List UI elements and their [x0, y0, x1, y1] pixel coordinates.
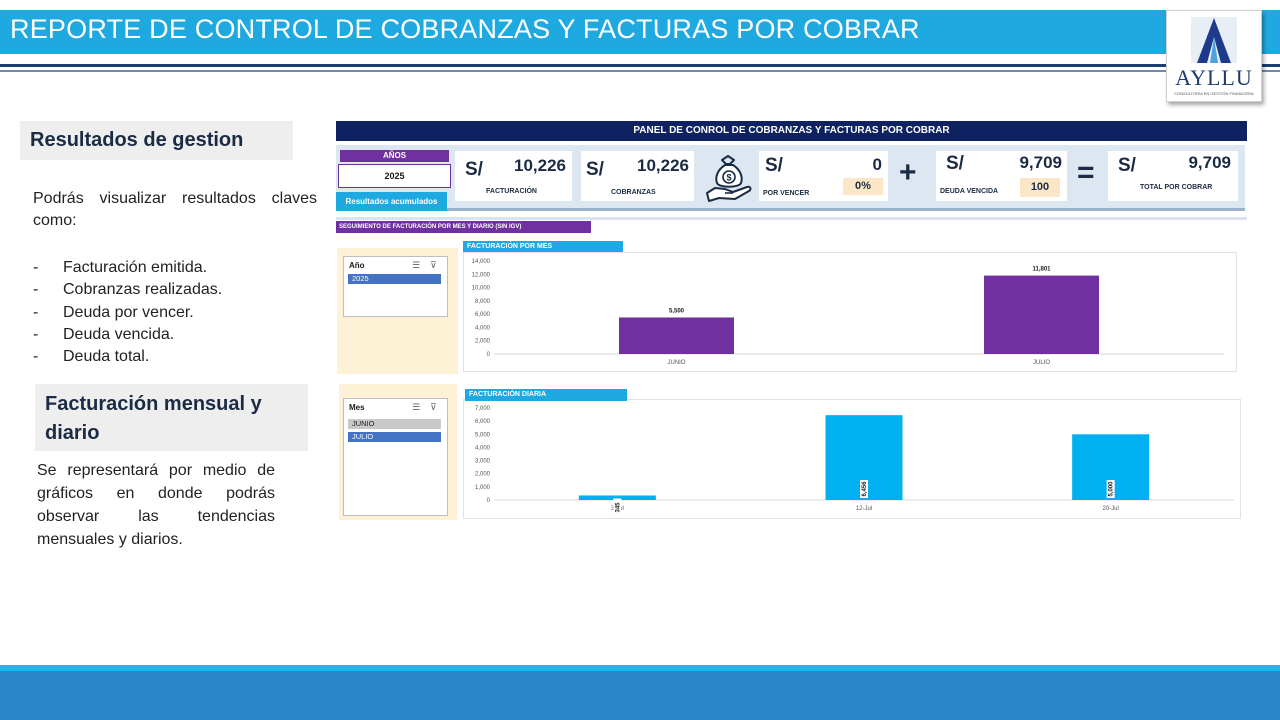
y-tick-label: 10,000 [472, 286, 491, 292]
kpi-overdue-value: 9,709 [1019, 153, 1062, 172]
x-tick-label: 12-Jul [856, 506, 872, 512]
kpi-total-value: 9,709 [1188, 153, 1231, 172]
kpi-not-due-badge: 0% [843, 178, 883, 195]
y-tick-label: 1,000 [475, 485, 491, 491]
x-tick-label: JULIO [1033, 360, 1050, 366]
data-label: 345 [615, 502, 621, 513]
footer-rule [0, 665, 1280, 671]
section-heading-results: Resultados de gestion [20, 121, 293, 160]
y-tick-label: 12,000 [472, 272, 491, 278]
list-item: - Deuda total. [33, 348, 150, 366]
page-title: REPORTE DE CONTROL DE COBRANZAS Y FACTUR… [10, 14, 920, 44]
results-description: Podrás visualizar resultados claves como… [33, 190, 317, 229]
y-tick-label: 6,000 [475, 419, 491, 425]
results-bullet-list: - Facturación emitida. - Cobranzas realiza… [33, 257, 222, 368]
bar [619, 317, 734, 354]
kpi-billing-label: FACTURACIÓN [486, 188, 537, 195]
footer-band [0, 671, 1280, 720]
money-bag-icon: $ [706, 155, 752, 202]
bar [984, 275, 1099, 354]
list-item: - Deuda vencida. [33, 325, 175, 343]
y-tick-label: 4,000 [475, 445, 491, 451]
logo-tagline: CONSULTORÍA EN GESTIÓN FINANCIERA [1174, 91, 1254, 96]
kpi-card-overdue: S/ 9,709 DEUDA VENCIDA 100 [936, 151, 1067, 201]
accumulated-results-button[interactable]: Resultados acumulados [336, 192, 447, 211]
year-slicer-title: Año [349, 261, 365, 270]
kpi-not-due-label: POR VENCER [763, 190, 810, 197]
monthly-chart-area: 0 2,000 4,000 6,000 8,000 10,000 12,000 14,000 J… [463, 252, 1237, 372]
y-tick-label: 3,000 [475, 459, 491, 465]
equals-operator: = [1077, 156, 1095, 189]
multi-select-icon[interactable]: ☰ [412, 260, 421, 270]
month-slicer: Mes ☰ ⊽ JUNIO JULIO [343, 398, 448, 516]
daily-chart-area: 01,0002,0003,0004,0005,0006,0007,0003-Ju… [463, 399, 1241, 519]
y-tick-label: 6,000 [475, 312, 491, 318]
daily-chart-title: FACTURACIÓN DIARIA [465, 389, 627, 401]
kpi-overdue-badge: 100 [1020, 178, 1060, 197]
kpi-billing-value: 10,226 [514, 156, 566, 175]
kpi-card-billing: S/ 10,226 FACTURACIÓN [455, 151, 572, 201]
header-rule [0, 64, 1280, 67]
month-slicer-item-julio[interactable]: JULIO [348, 432, 441, 442]
kpi-total-label: TOTAL POR COBRAR [1140, 184, 1213, 191]
kpi-card-not-due: S/ 0 POR VENCER 0% [759, 151, 888, 201]
year-slicer: Año ☰ ⊽ 2025 [343, 256, 448, 317]
kpi-overdue-label: DEUDA VENCIDA [940, 188, 999, 195]
kpi-card-total: S/ 9,709 TOTAL POR COBRAR [1108, 151, 1238, 201]
y-tick-label: 0 [487, 498, 491, 504]
logo-mark-icon [1191, 17, 1237, 63]
data-label-box [1030, 263, 1053, 273]
y-tick-label: 4,000 [475, 325, 491, 331]
panel-divider [336, 217, 1247, 220]
monthly-chart-title: FACTURACIÓN POR MES [463, 241, 623, 252]
y-tick-label: 5,000 [475, 432, 491, 438]
data-label-box [860, 480, 868, 498]
kpi-not-due-value: 0 [872, 155, 882, 174]
y-tick-label: 2,000 [475, 339, 491, 345]
multi-select-icon[interactable]: ☰ [412, 402, 421, 412]
data-label-box [665, 305, 688, 315]
tracking-section-label: SEGUIMIENTO DE FACTURACIÓN POR MES Y DIA… [336, 221, 591, 233]
list-item: - Cobranzas realizadas. [33, 281, 223, 299]
data-label: 11,801 [1032, 267, 1051, 273]
logo-wordmark: AYLLU [1175, 65, 1253, 90]
bar [578, 495, 656, 500]
dashboard-title: PANEL DE CONROL DE COBRANZAS Y FACTURAS … [336, 121, 1247, 141]
month-slicer-item-junio[interactable]: JUNIO [348, 419, 441, 429]
year-slicer-item[interactable]: 2025 [348, 274, 441, 284]
list-item: - Deuda por vencer. [33, 303, 194, 321]
years-selector[interactable]: 2025 [338, 164, 451, 188]
monthly-billing-chart: 0 2,000 4,000 6,000 8,000 10,000 12,000 14,000 J… [472, 259, 1224, 366]
plus-operator: + [899, 156, 917, 189]
years-label: AÑOS [340, 150, 449, 162]
y-tick-label: 2,000 [475, 472, 491, 478]
section-heading-billing-text: Facturación mensual y diario [45, 393, 262, 444]
month-slicer-title: Mes [349, 403, 365, 412]
daily-billing-chart: 01,0002,0003,0004,0005,0006,0007,0003-Ju… [475, 406, 1234, 517]
company-logo: AYLLU CONSULTORÍA EN GESTIÓN FINANCIERA [1166, 10, 1262, 102]
y-tick-label: 14,000 [472, 259, 491, 265]
data-label: 5,500 [669, 308, 685, 314]
kpi-card-collections: S/ 10,226 COBRANZAS [581, 151, 694, 201]
clear-filter-icon[interactable]: ⊽ [430, 402, 437, 412]
data-label: 5,000 [1109, 481, 1115, 497]
data-label-box [613, 498, 622, 517]
clear-filter-icon[interactable]: ⊽ [430, 260, 437, 270]
title-banner [0, 10, 1280, 54]
section-heading-results-text: Resultados de gestion [30, 129, 244, 151]
svg-text:$: $ [726, 173, 731, 183]
x-tick-label: 20-Jul [1102, 506, 1118, 512]
kpi-collections-label: COBRANZAS [611, 189, 656, 196]
header-rule-thin [0, 70, 1280, 72]
list-item: - Facturación emitida. [33, 259, 208, 276]
data-label: 6,456 [862, 481, 868, 497]
kpi-collections-value: 10,226 [637, 156, 689, 175]
section-heading-billing: Facturación mensual y diario [35, 384, 308, 451]
data-label-box [1106, 480, 1115, 498]
billing-description: Se representará por medio de gráficos en… [37, 462, 275, 548]
y-tick-label: 7,000 [475, 406, 491, 412]
y-tick-label: 0 [487, 352, 491, 358]
y-tick-label: 8,000 [475, 299, 491, 305]
x-tick-label: JUNIO [668, 360, 686, 366]
